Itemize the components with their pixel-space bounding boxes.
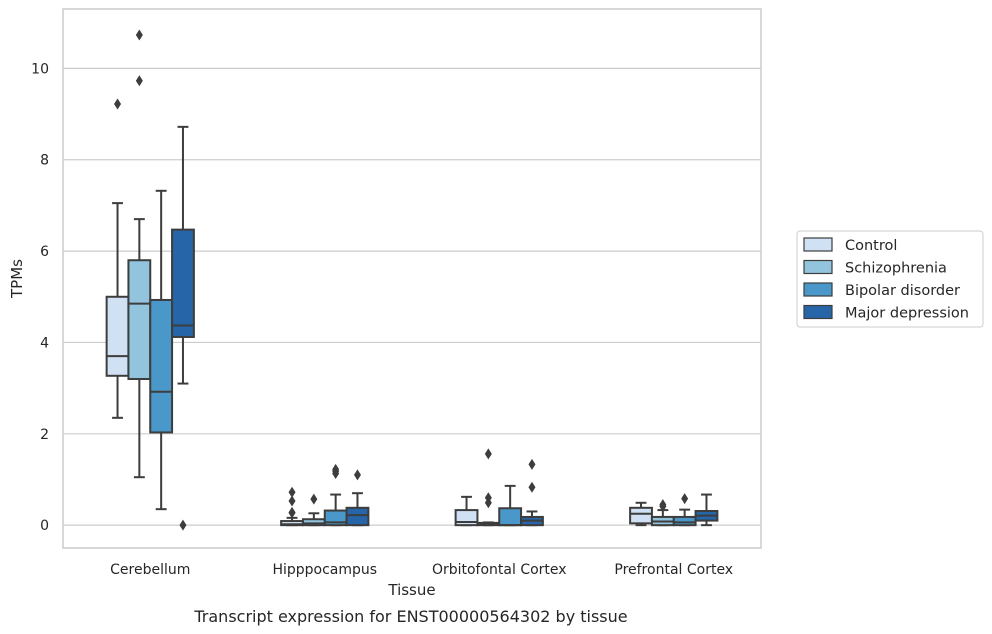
y-tick-label: 4 — [40, 335, 49, 351]
outlier-point — [288, 506, 296, 518]
plot-frame — [62, 8, 762, 549]
box-body — [127, 259, 152, 380]
box-3-0 — [629, 501, 653, 527]
legend-frame — [796, 230, 984, 328]
box-0-2 — [149, 189, 174, 511]
legend-label: Control — [845, 238, 897, 254]
x-axis-label: Tissue — [387, 581, 435, 599]
y-axis-label: TPMs — [8, 259, 26, 299]
box-1-2 — [323, 463, 348, 527]
outlier-point — [135, 75, 143, 87]
box-3-3 — [694, 493, 719, 527]
legend-label: Major depression — [845, 306, 969, 322]
box-2-0 — [454, 495, 479, 527]
legend-swatch — [803, 259, 833, 275]
box-2-3 — [520, 458, 544, 527]
boxes — [105, 29, 719, 531]
outlier-point — [288, 495, 296, 507]
outlier-point — [659, 499, 667, 511]
legend-swatch — [803, 304, 833, 320]
outlier-point — [179, 519, 187, 531]
box-body — [672, 515, 697, 527]
gridlines — [63, 67, 761, 526]
legend-label: Bipolar disorder — [845, 283, 960, 299]
box-0-0 — [105, 98, 130, 419]
box-body — [345, 506, 370, 527]
x-tick-label: Prefrontal Cortex — [614, 562, 733, 578]
box-2-2 — [498, 484, 523, 527]
box-body — [171, 228, 195, 338]
outlier-point — [681, 493, 689, 505]
y-tick-label: 8 — [40, 153, 49, 169]
x-tick-labels: Cerebellum Hipppocampus Orbitofontal Corte… — [110, 562, 733, 578]
box-1-3 — [345, 469, 370, 527]
x-tick-label: Cerebellum — [110, 562, 190, 578]
outlier-point — [528, 458, 536, 470]
y-tick-label: 2 — [40, 427, 49, 443]
box-body — [629, 506, 653, 525]
box-2-1 — [476, 448, 501, 527]
box-body — [498, 507, 523, 527]
outlier-point — [288, 486, 296, 498]
box-1-0 — [280, 486, 304, 527]
outlier-point — [135, 29, 143, 41]
outlier-point — [310, 493, 318, 505]
y-tick-labels: 0 2 4 6 8 10 — [31, 61, 49, 534]
box-3-2 — [672, 493, 697, 527]
box-body — [149, 298, 174, 434]
box-3-1 — [650, 499, 675, 527]
legend-label: Schizophrenia — [845, 261, 947, 277]
outlier-point — [528, 481, 536, 493]
box-0-1 — [127, 29, 152, 479]
legend-swatch — [803, 282, 833, 297]
chart-caption: Transcript expression for ENST0000056430… — [193, 607, 627, 626]
box-0-3 — [171, 125, 195, 531]
x-tick-label: Hipppocampus — [272, 562, 377, 578]
outlier-point — [332, 463, 340, 475]
outlier-point — [484, 492, 492, 504]
x-tick-label: Orbitofontal Cortex — [432, 562, 567, 578]
legend: Control Schizophrenia Bipolar disorder Majo… — [796, 230, 984, 328]
legend-swatch — [803, 237, 833, 252]
box-1-1 — [301, 493, 326, 527]
y-tick-label: 0 — [40, 518, 49, 534]
outlier-point — [353, 469, 361, 481]
y-tick-label: 6 — [40, 244, 49, 260]
y-tick-label: 10 — [31, 61, 49, 77]
box-body — [105, 295, 130, 377]
outlier-point — [114, 98, 122, 110]
outlier-point — [484, 448, 492, 460]
